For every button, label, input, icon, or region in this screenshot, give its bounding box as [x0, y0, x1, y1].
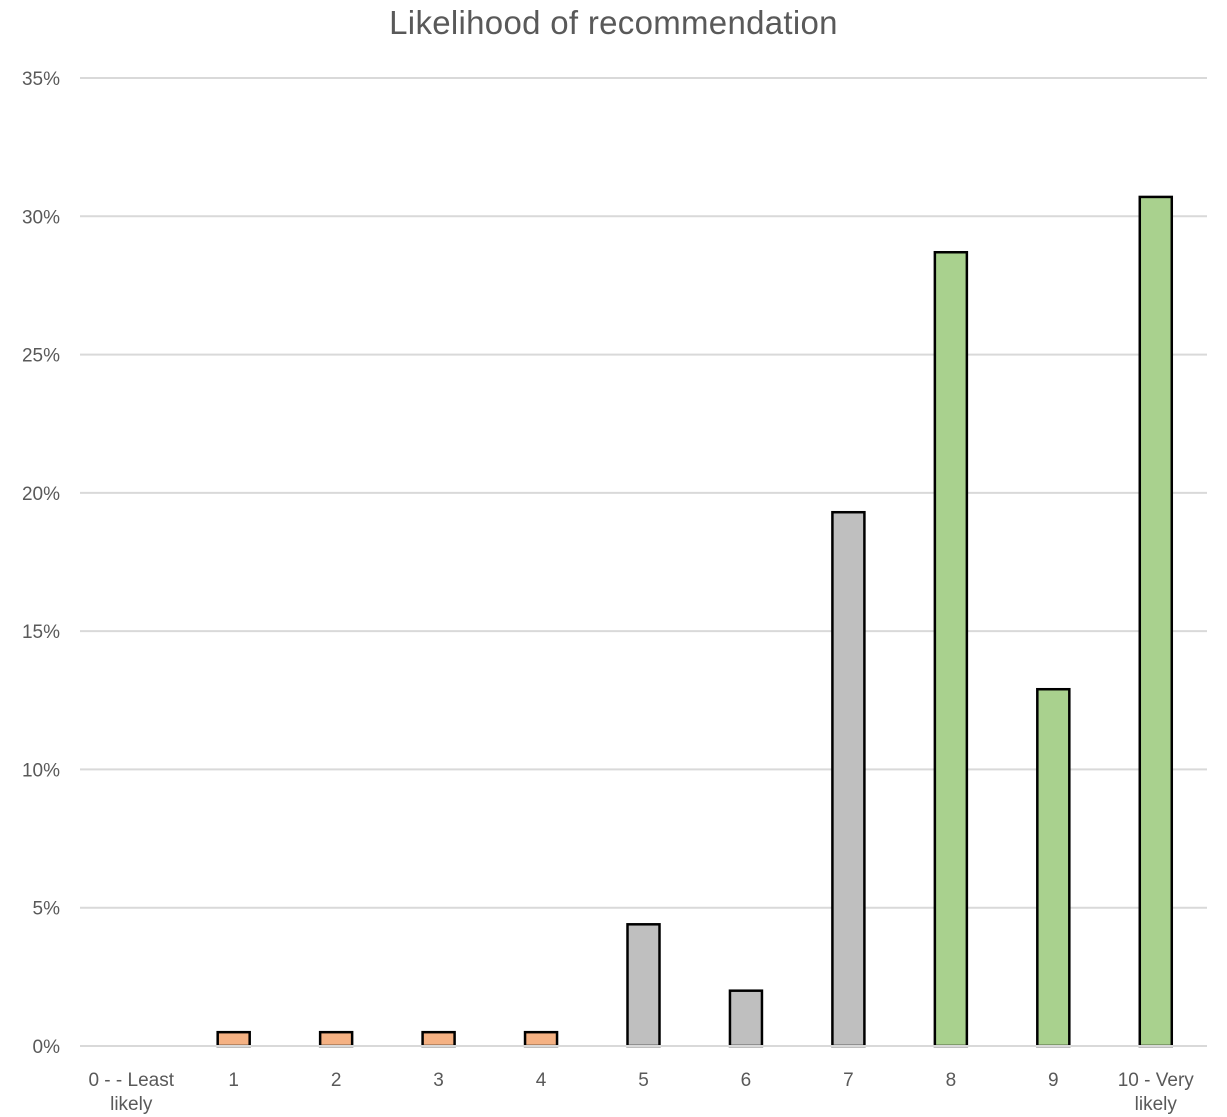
bar — [421, 1030, 456, 1048]
x-tick-label: 0 - - Least likely — [88, 1070, 174, 1115]
bars — [216, 195, 1174, 1048]
bar — [1138, 195, 1174, 1048]
x-tick-label: 7 — [843, 1070, 854, 1091]
y-tick-label: 0% — [33, 1037, 61, 1058]
bar — [933, 250, 969, 1048]
bar — [1036, 687, 1071, 1048]
bar — [523, 1030, 559, 1048]
y-tick-label: 20% — [22, 484, 60, 505]
x-tick-label: 9 — [1048, 1070, 1059, 1091]
x-tick-label: 4 — [536, 1070, 547, 1091]
y-tick-label: 25% — [22, 346, 60, 367]
x-tick-label: 2 — [331, 1070, 342, 1091]
y-tick-labels: 0% 5% 10% 15% 20% 25% 30% 35% — [22, 69, 60, 1058]
bar — [728, 989, 764, 1048]
bar — [318, 1030, 354, 1048]
x-tick-label: 1 — [228, 1070, 239, 1091]
y-tick-label: 30% — [22, 207, 60, 228]
y-tick-label: 5% — [33, 899, 61, 920]
y-tick-label: 15% — [22, 622, 60, 643]
x-tick-label: 8 — [946, 1070, 957, 1091]
bar — [216, 1030, 251, 1048]
x-tick-label: 6 — [741, 1070, 752, 1091]
bar — [831, 510, 866, 1048]
y-tick-label: 35% — [22, 69, 60, 90]
x-tick-label: 10 - Very likely — [1118, 1070, 1195, 1115]
x-tick-labels: 0 - - Least likely 1 2 3 4 5 6 7 8 9 10 - Very likel… — [88, 1070, 1194, 1115]
bar — [626, 923, 661, 1048]
chart-title: Likelihood of recommendation — [389, 4, 838, 41]
gridlines — [80, 77, 1207, 909]
y-tick-label: 10% — [22, 760, 60, 781]
x-tick-label: 3 — [433, 1070, 444, 1091]
x-tick-label: 5 — [638, 1070, 649, 1091]
